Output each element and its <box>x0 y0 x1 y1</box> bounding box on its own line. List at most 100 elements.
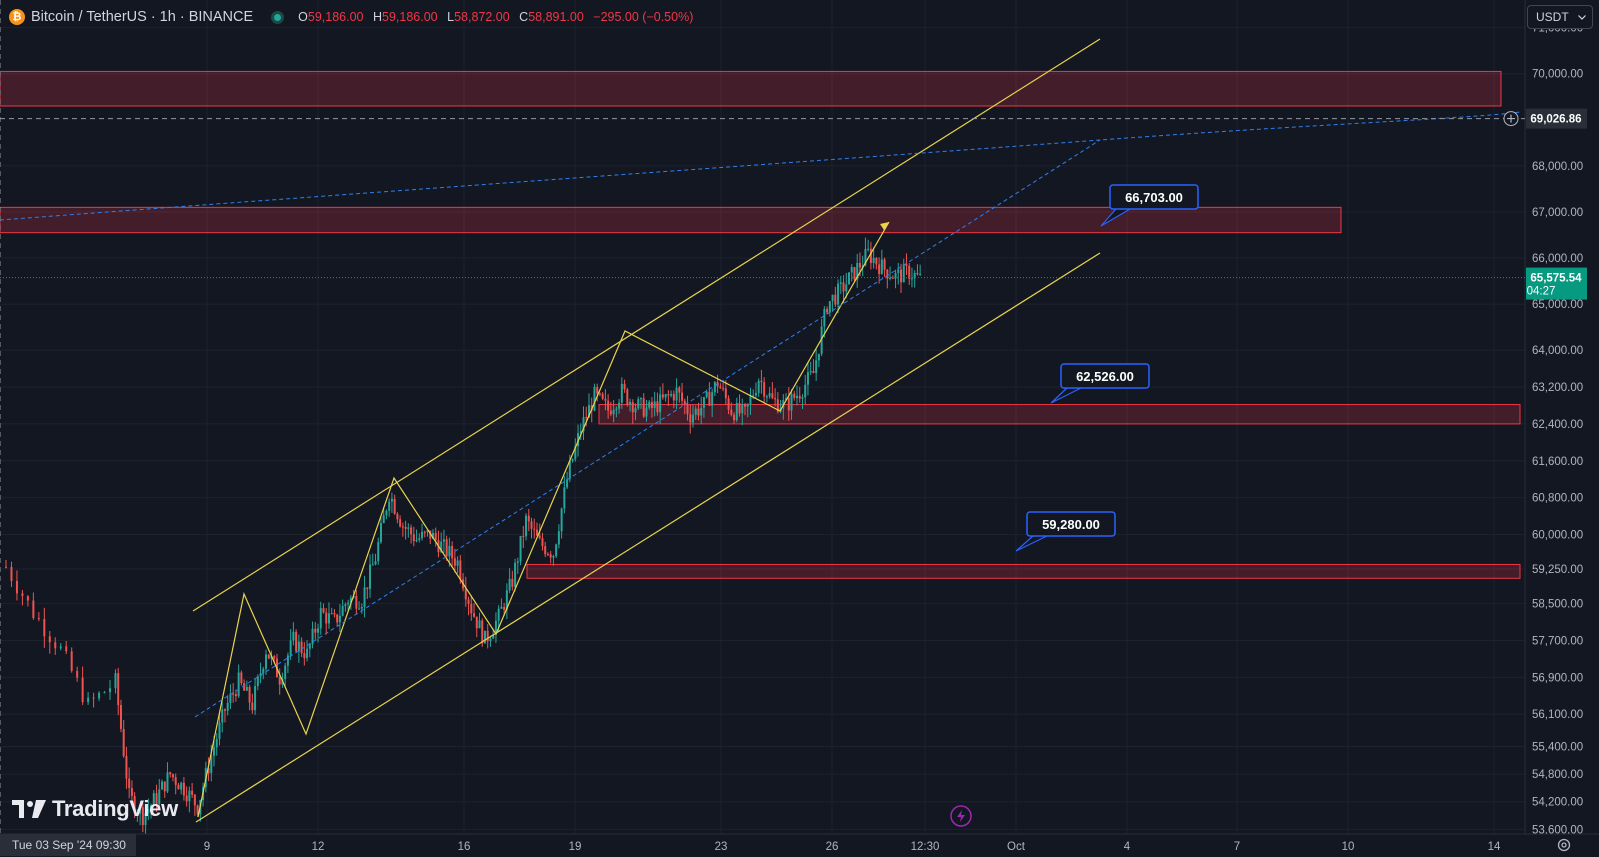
candle-body <box>150 805 153 810</box>
ohlc-readout: O59,186.00 H59,186.00 L58,872.00 C58,891… <box>298 10 699 24</box>
callout-label: 66,703.00 <box>1125 190 1183 205</box>
time-axis-bg <box>0 834 1599 857</box>
candle-body <box>618 402 621 409</box>
candle-body <box>916 273 919 275</box>
candle-body <box>256 676 259 687</box>
candle-body <box>174 777 177 785</box>
tradingview-logo[interactable]: TradingView <box>12 796 178 822</box>
symbol-title[interactable]: Bitcoin / TetherUS · 1h · BINANCE <box>31 9 254 25</box>
candle-body <box>377 542 380 562</box>
replay-button[interactable] <box>950 805 972 827</box>
candle-body <box>32 600 35 618</box>
candle-body <box>388 501 391 511</box>
candle-body <box>65 646 68 652</box>
candle-body <box>694 408 697 415</box>
candle-body <box>607 400 610 411</box>
candle-body <box>516 561 519 563</box>
candle-body <box>322 608 325 613</box>
add-alert-button[interactable] <box>1503 111 1519 127</box>
candle-body <box>798 395 801 399</box>
candle-body <box>765 396 768 398</box>
candle-body <box>741 404 744 414</box>
callout-62526[interactable]: 62,526.00 <box>1050 363 1150 404</box>
candle-body <box>514 562 517 587</box>
currency-selector[interactable]: USDT <box>1527 5 1593 29</box>
candle-body <box>795 395 798 398</box>
candle-body <box>768 393 771 397</box>
candle-body <box>180 782 183 790</box>
candle-body <box>623 383 626 390</box>
candle-body <box>806 372 809 385</box>
candle-body <box>639 398 642 400</box>
candle-body <box>823 308 826 327</box>
time-tick-label: 10 <box>1342 841 1355 853</box>
candle-body <box>535 529 538 536</box>
candle-body <box>549 554 552 558</box>
candle-body <box>445 539 448 557</box>
candle-body <box>593 386 596 411</box>
candle-body <box>10 566 13 581</box>
price-tick-label: 54,800.00 <box>1532 769 1583 781</box>
candle-body <box>763 382 766 397</box>
candle-body <box>297 641 300 652</box>
candle-body <box>314 628 317 633</box>
chart-grid <box>0 0 1525 834</box>
candle-body <box>139 807 142 814</box>
candle-body <box>801 397 804 399</box>
time-tick-label: 23 <box>715 841 728 853</box>
candle-body <box>722 388 725 390</box>
candle-body <box>278 677 281 685</box>
candle-body <box>552 556 555 558</box>
candle-body <box>122 728 125 757</box>
candle-body <box>207 768 210 774</box>
candle-body <box>448 545 451 557</box>
candle-body <box>530 521 533 529</box>
candle-body <box>114 673 117 689</box>
candle-body <box>883 259 886 270</box>
zone-70000[interactable] <box>0 70 1502 107</box>
candle-body <box>404 526 407 529</box>
candle-body <box>453 558 456 566</box>
bitcoin-icon[interactable]: ₿ <box>9 9 25 25</box>
candle-body <box>215 738 218 748</box>
candle-body <box>5 566 7 568</box>
candle-body <box>683 400 686 405</box>
candle-body <box>355 595 358 609</box>
candle-body <box>98 692 101 699</box>
time-tick-label: Oct <box>1007 841 1026 853</box>
candle-body <box>831 294 834 302</box>
candle-body <box>568 461 571 480</box>
candle-body <box>497 608 500 621</box>
candle-body <box>15 580 18 594</box>
callout-59280[interactable]: 59,280.00 <box>1015 511 1116 552</box>
candle-body <box>686 404 689 415</box>
candle-body <box>229 693 232 703</box>
candle-body <box>500 606 503 609</box>
candle-body <box>566 479 569 488</box>
candle-body <box>193 794 196 806</box>
candle-body <box>221 709 224 723</box>
change-value: −295.00 (−0.50%) <box>593 10 694 24</box>
candle-body <box>379 523 382 543</box>
candle-body <box>878 264 881 274</box>
zone-66900[interactable] <box>0 206 1342 234</box>
candle-body <box>327 613 330 624</box>
zone-59280[interactable] <box>526 563 1521 579</box>
candle-body <box>858 262 861 268</box>
candle-body <box>119 705 122 729</box>
chart-settings-button[interactable] <box>1552 834 1576 856</box>
candle-body <box>577 433 580 447</box>
candle-body <box>667 394 670 396</box>
market-open-icon[interactable] <box>271 10 285 24</box>
candle-body <box>886 269 889 279</box>
zone-62526[interactable] <box>598 404 1521 425</box>
callout-66703[interactable]: 66,703.00 <box>1100 184 1199 227</box>
time-tick-label: 19 <box>569 841 582 853</box>
candle-body <box>366 587 369 589</box>
candle-body <box>336 614 339 623</box>
candle-body <box>171 774 174 778</box>
candle-body <box>875 258 878 265</box>
candle-body <box>648 401 651 408</box>
callout-label: 62,526.00 <box>1076 369 1134 384</box>
